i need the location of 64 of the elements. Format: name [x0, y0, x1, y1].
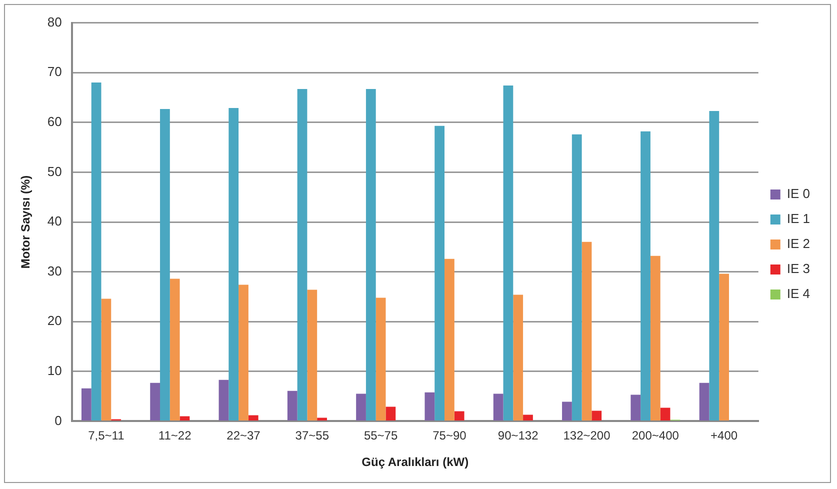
bar — [248, 415, 258, 420]
bar — [386, 406, 396, 420]
bar — [81, 388, 92, 420]
y-tick-label: 0 — [54, 412, 62, 428]
bar — [150, 382, 160, 420]
bar — [317, 418, 327, 420]
x-tick-label: 22~37 — [226, 428, 261, 443]
y-tick-label: 60 — [47, 114, 62, 129]
bar — [640, 131, 650, 420]
bar — [444, 258, 454, 420]
legend-label: IE 4 — [786, 286, 810, 302]
y-tick-label: 70 — [47, 64, 62, 80]
y-tick-label: 40 — [47, 214, 62, 229]
bar — [650, 256, 660, 420]
bar — [699, 382, 710, 420]
bar — [523, 414, 533, 420]
bar — [170, 278, 180, 420]
bar — [287, 390, 298, 420]
y-tick-label: 80 — [47, 14, 62, 30]
x-tick-label: 132~200 — [563, 428, 611, 443]
bar — [297, 89, 308, 420]
y-tick-label: 10 — [47, 362, 62, 378]
bar — [376, 298, 386, 420]
legend-label: IE 2 — [786, 236, 810, 252]
x-tick-label: 55~75 — [364, 428, 398, 443]
bar — [238, 284, 248, 420]
x-tick-label: 11~22 — [158, 428, 192, 443]
bar — [307, 290, 318, 420]
bar — [454, 411, 464, 420]
bar — [572, 134, 582, 420]
x-tick-label: 90~132 — [498, 428, 539, 443]
bar — [356, 394, 366, 420]
legend-label: IE 0 — [786, 186, 810, 202]
y-tick-label: 50 — [47, 164, 62, 179]
bar — [366, 89, 376, 420]
bar — [719, 274, 729, 420]
bar — [228, 108, 239, 420]
bar — [180, 416, 190, 420]
x-axis-title: Güç Aralıkları (kW) — [362, 455, 469, 470]
bar — [660, 408, 670, 420]
bar — [513, 294, 524, 420]
bar — [562, 402, 572, 420]
bar — [503, 86, 514, 420]
x-tick-label: 7,5~11 — [88, 428, 125, 443]
x-tick-label: 200~400 — [632, 428, 680, 443]
legend-label: IE 3 — [786, 261, 810, 276]
legend-label: IE 1 — [786, 211, 810, 226]
bar — [630, 394, 641, 420]
bar — [493, 394, 504, 420]
bar — [91, 82, 102, 420]
x-tick-label: +400 — [710, 428, 738, 443]
bar — [592, 410, 602, 420]
bar — [218, 380, 229, 420]
y-tick-label: 30 — [47, 263, 62, 278]
bar — [582, 242, 592, 420]
bar — [424, 392, 435, 420]
bar — [160, 108, 170, 420]
bar — [101, 298, 112, 420]
y-axis-title: Motor Sayısı (%) — [18, 175, 33, 269]
x-tick-label: 75~90 — [432, 428, 467, 443]
x-tick-label: 37~55 — [295, 428, 330, 443]
bar — [434, 126, 444, 420]
bar — [709, 110, 720, 420]
y-tick-label: 20 — [47, 313, 62, 328]
